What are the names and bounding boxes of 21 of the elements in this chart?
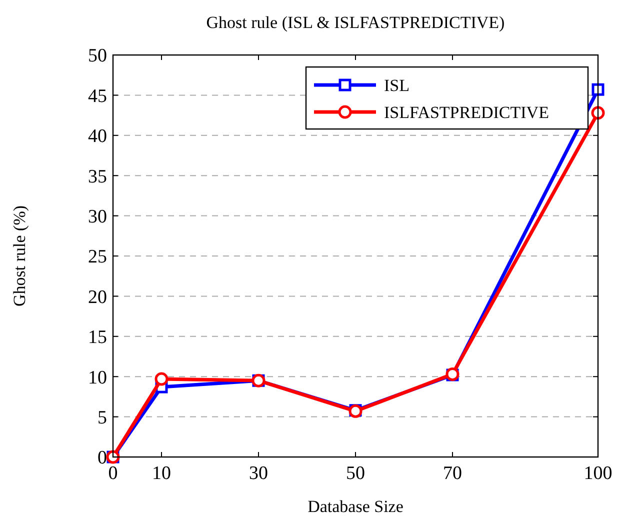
y-tick-label: 10: [88, 367, 107, 388]
chart-title: Ghost rule (ISL & ISLFASTPREDICTIVE): [206, 13, 505, 32]
x-tick-label: 100: [584, 463, 612, 484]
y-tick-label: 0: [98, 448, 107, 469]
y-axis-title: Ghost rule (%): [10, 205, 29, 307]
x-tick-label: 10: [152, 463, 171, 484]
y-tick-label: 25: [88, 246, 107, 268]
y-tick-label: 45: [88, 86, 107, 107]
y-tick-label: 35: [88, 166, 107, 188]
legend-label: ISL: [384, 76, 410, 95]
y-tick-label: 15: [88, 327, 107, 348]
y-tick-label: 20: [88, 286, 107, 308]
x-tick-label: 30: [249, 463, 268, 484]
x-axis-title: Database Size: [308, 497, 404, 516]
y-tick-label: 30: [88, 206, 107, 228]
x-tick-label: 50: [346, 463, 365, 484]
x-tick-label: 70: [443, 463, 462, 484]
y-tick-label: 40: [88, 126, 107, 148]
y-tick-label: 5: [98, 407, 107, 428]
legend-label: ISLFASTPREDICTIVE: [384, 102, 549, 122]
y-tick-label: 50: [88, 46, 107, 67]
